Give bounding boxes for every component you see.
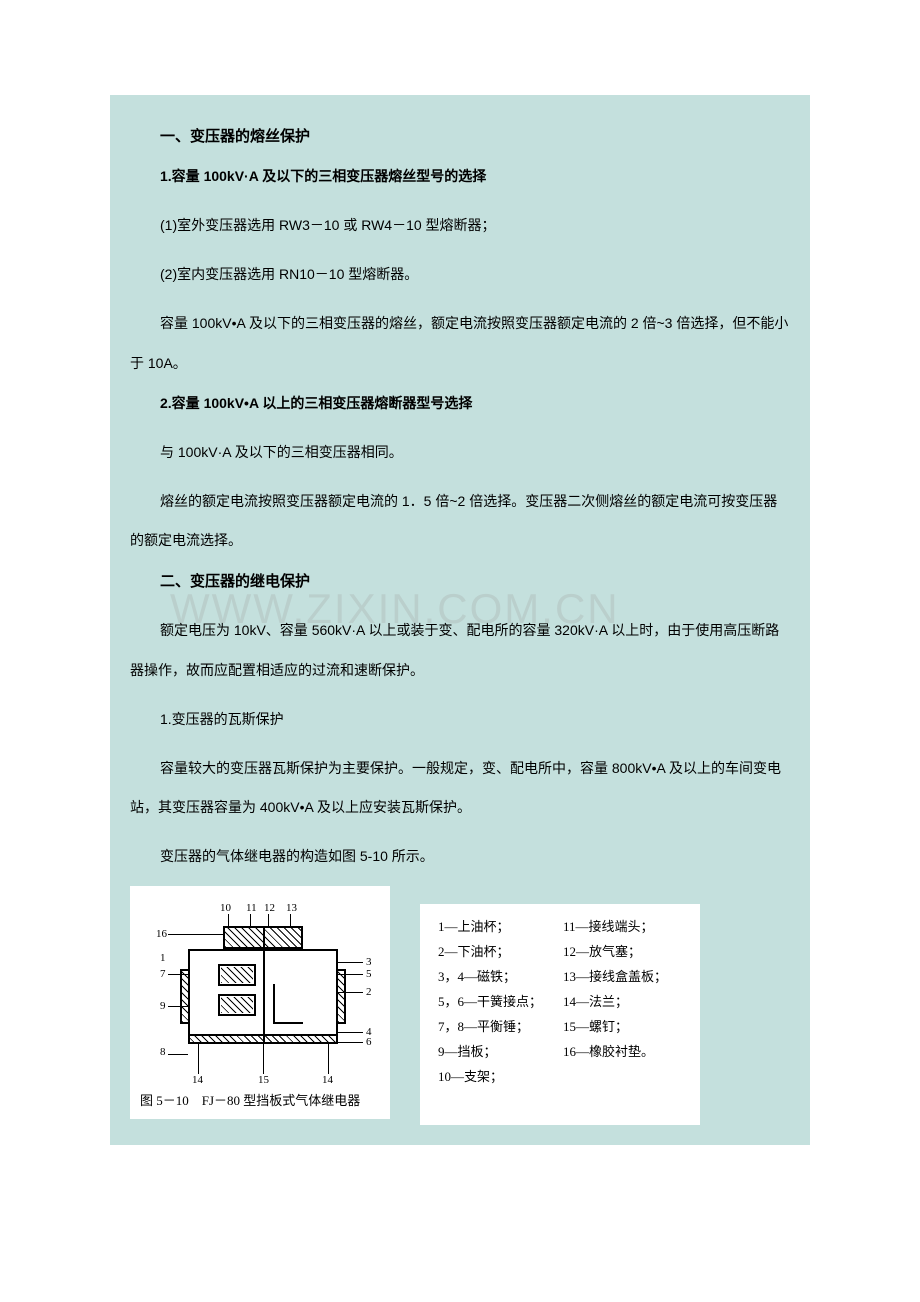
legend-item: 7，8—平衡锤； <box>438 1016 557 1035</box>
callout-num: 8 <box>160 1046 166 1058</box>
document-content: 一、变压器的熔丝保护 1.容量 100kV·A 及以下的三相变压器熔丝型号的选择… <box>110 95 810 1145</box>
callout-num: 6 <box>366 1036 372 1048</box>
legend-item: 12—放气塞； <box>563 941 682 960</box>
section-1-2-title: 2.容量 100kV•A 以上的三相变压器熔断器型号选择 <box>160 393 790 413</box>
callout-num: 15 <box>258 1074 269 1086</box>
legend-item: 1—上油杯； <box>438 916 557 935</box>
legend-item: 2—下油杯； <box>438 941 557 960</box>
legend-item: 11—接线端头； <box>563 916 682 935</box>
callout-num: 16 <box>156 928 167 940</box>
legend-item: 16—橡胶衬垫。 <box>563 1041 682 1060</box>
legend-item: 9—挡板； <box>438 1041 557 1060</box>
figure-box: 10 11 12 13 16 1 7 9 8 3 5 2 4 6 14 15 1 <box>130 886 390 1119</box>
paragraph: 熔丝的额定电流按照变压器额定电流的 1．5 倍~2 倍选择。变压器二次侧熔丝的额… <box>130 482 790 560</box>
legend-item: 3，4—磁铁； <box>438 966 557 985</box>
paragraph: (1)室外变压器选用 RW3－10 或 RW4－10 型熔断器； <box>130 206 790 245</box>
callout-num: 12 <box>264 902 275 914</box>
callout-num: 10 <box>220 902 231 914</box>
figure-legend: 1—上油杯； 11—接线端头； 2—下油杯； 12—放气塞； 3，4—磁铁； 13—接线盒… <box>420 904 700 1125</box>
relay-diagram: 10 11 12 13 16 1 7 9 8 3 5 2 4 6 14 15 1 <box>138 894 382 1084</box>
paragraph: 额定电压为 10kV、容量 560kV·A 以上或装于变、配电所的容量 320k… <box>130 611 790 689</box>
paragraph: 变压器的气体继电器的构造如图 5-10 所示。 <box>130 837 790 876</box>
paragraph: 容量较大的变压器瓦斯保护为主要保护。一般规定，变、配电所中，容量 800kV•A… <box>130 749 790 827</box>
callout-num: 2 <box>366 986 372 998</box>
callout-num: 9 <box>160 1000 166 1012</box>
section-2-title: 二、变压器的继电保护 <box>160 570 790 591</box>
callout-num: 3 <box>366 956 372 968</box>
legend-item: 13—接线盒盖板； <box>563 966 682 985</box>
paragraph: 与 100kV·A 及以下的三相变压器相同。 <box>130 433 790 472</box>
figure-caption: 图 5－10 FJ－80 型挡板式气体继电器 <box>138 1084 382 1111</box>
paragraph: 容量 100kV•A 及以下的三相变压器的熔丝，额定电流按照变压器额定电流的 2… <box>130 304 790 382</box>
callout-num: 14 <box>192 1074 203 1086</box>
legend-item: 10—支架； <box>438 1066 557 1085</box>
paragraph: (2)室内变压器选用 RN10－10 型熔断器。 <box>130 255 790 294</box>
callout-num: 5 <box>366 968 372 980</box>
callout-num: 11 <box>246 902 257 914</box>
legend-item <box>563 1066 682 1085</box>
callout-num: 7 <box>160 968 166 980</box>
section-1-1-title: 1.容量 100kV·A 及以下的三相变压器熔丝型号的选择 <box>160 166 790 186</box>
callout-num: 14 <box>322 1074 333 1086</box>
callout-num: 13 <box>286 902 297 914</box>
callout-num: 1 <box>160 952 166 964</box>
legend-item: 15—螺钉； <box>563 1016 682 1035</box>
figure-row: 10 11 12 13 16 1 7 9 8 3 5 2 4 6 14 15 1 <box>130 886 790 1125</box>
legend-item: 5，6—干簧接点； <box>438 991 557 1010</box>
section-1-title: 一、变压器的熔丝保护 <box>160 125 790 146</box>
legend-item: 14—法兰； <box>563 991 682 1010</box>
paragraph: 1.变压器的瓦斯保护 <box>130 700 790 739</box>
